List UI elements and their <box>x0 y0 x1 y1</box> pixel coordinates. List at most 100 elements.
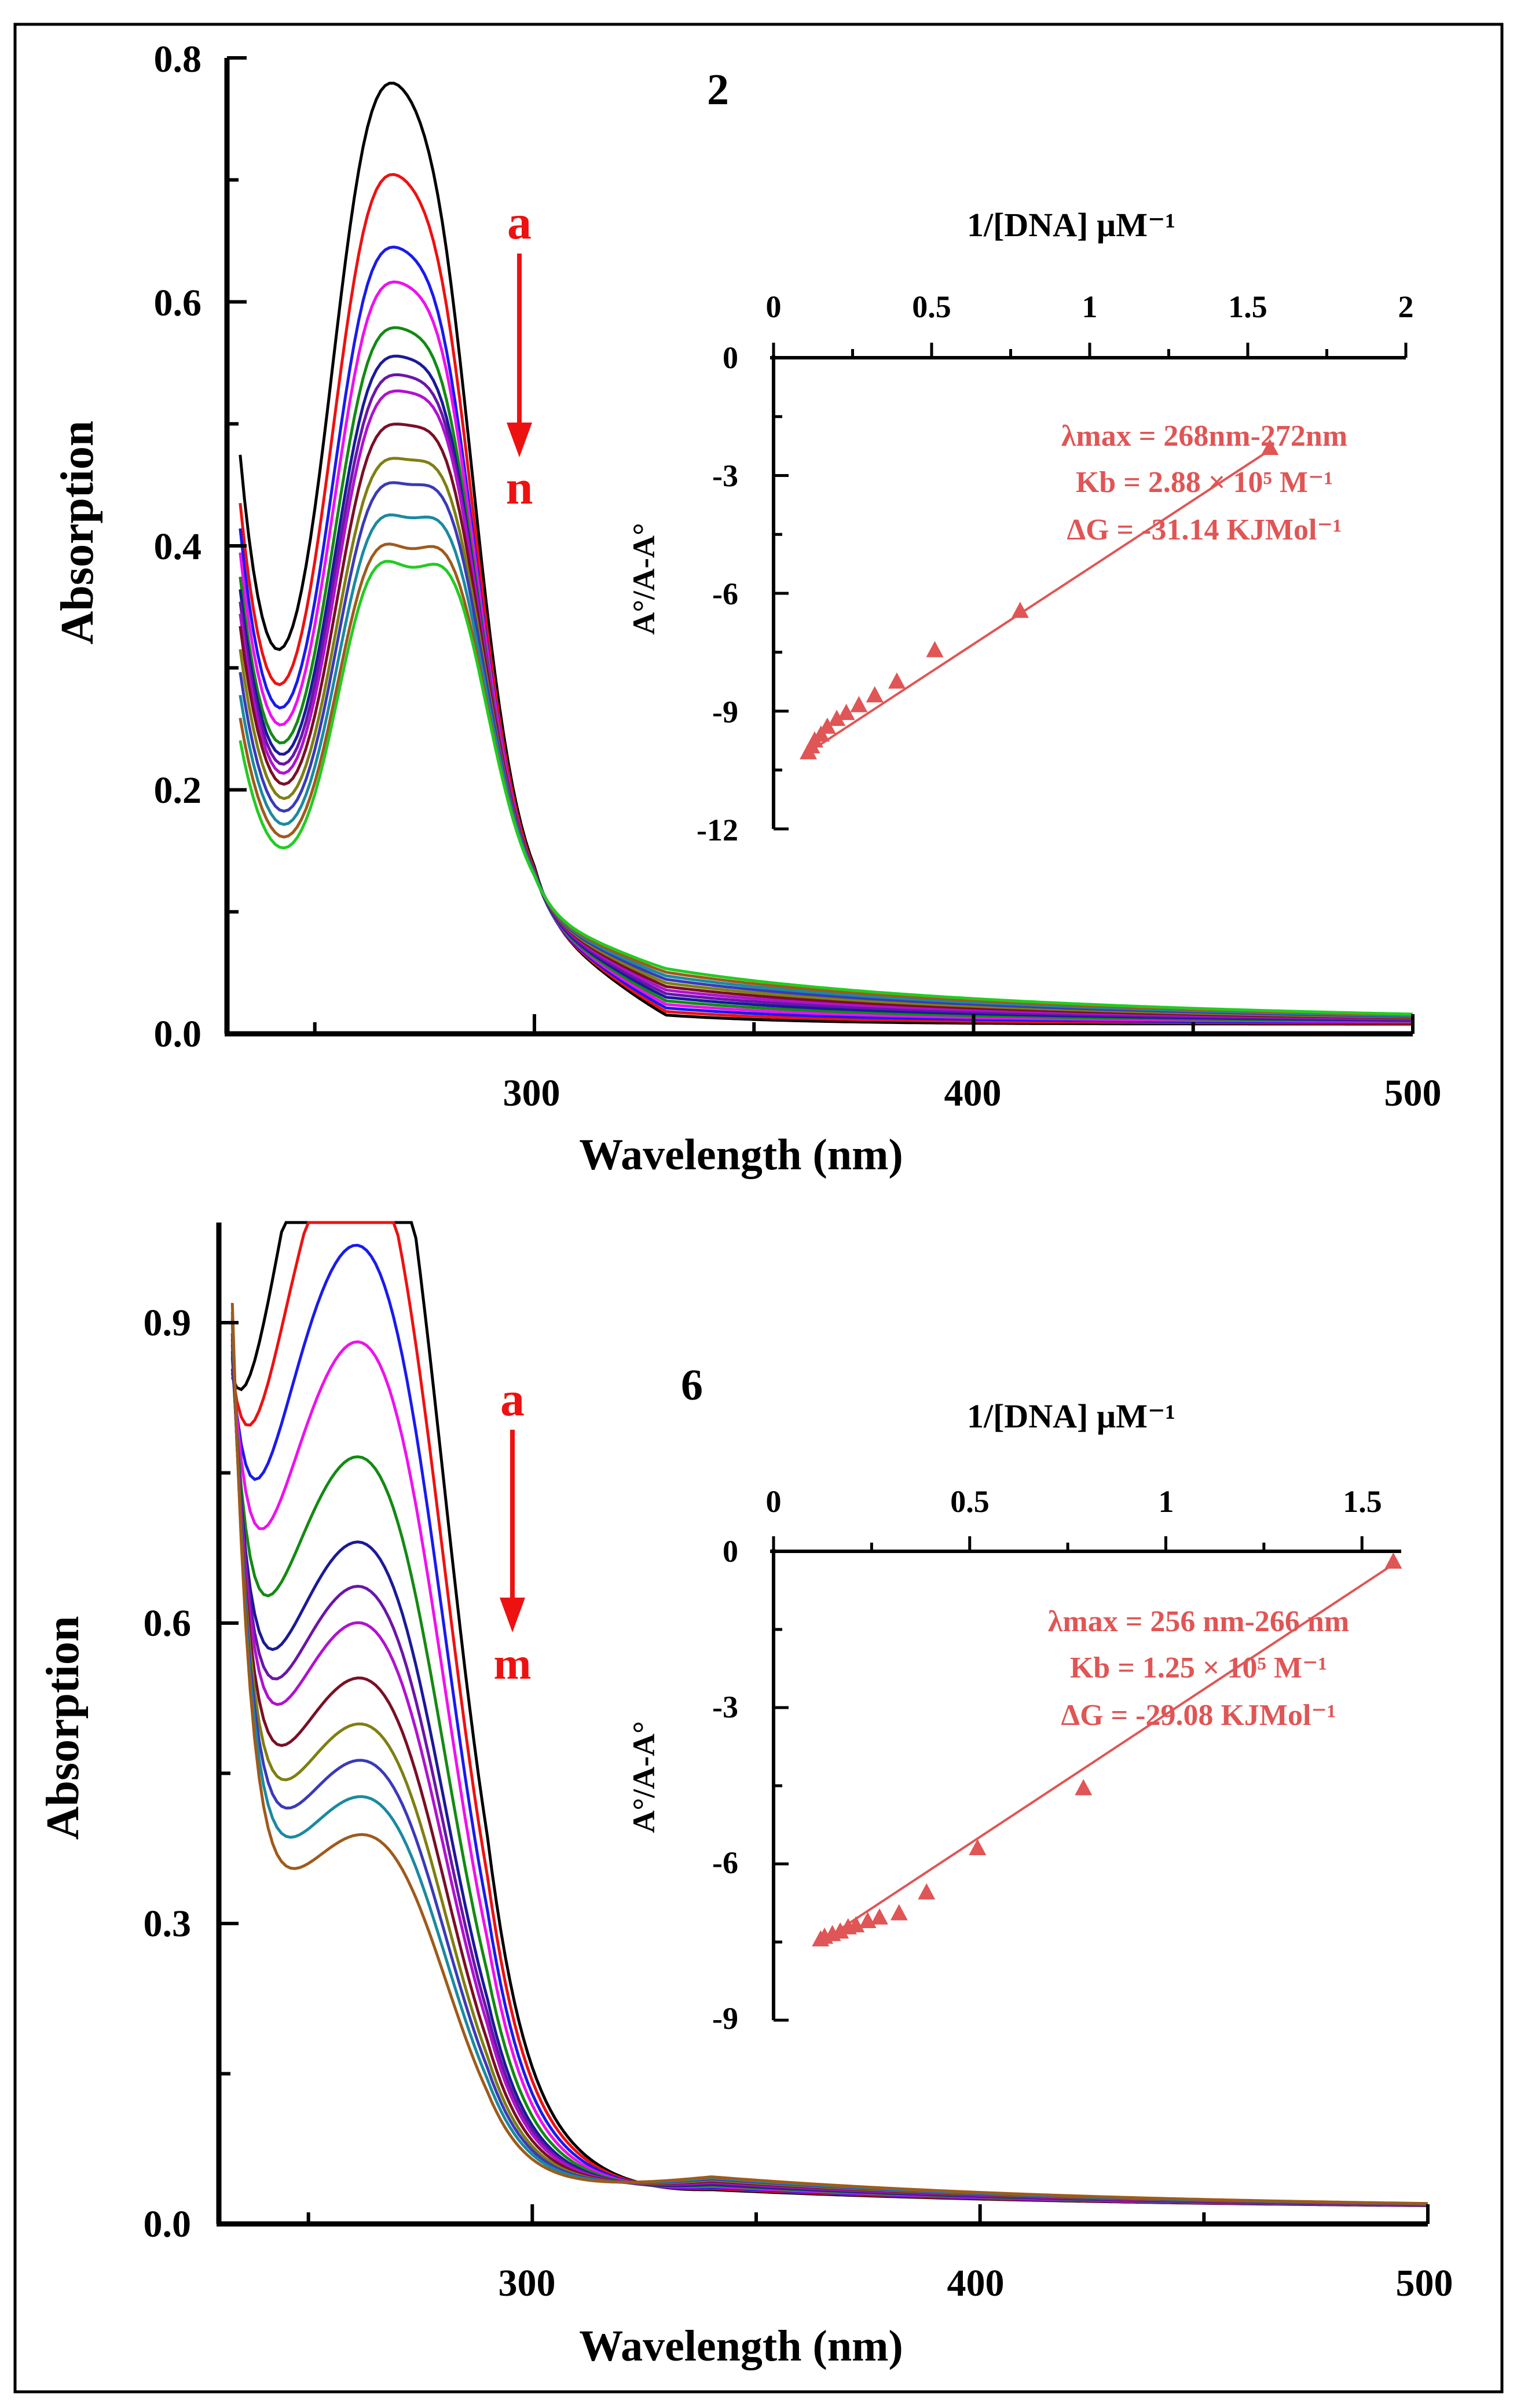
p2-panel-label: 6 <box>681 1361 703 1409</box>
p1-y-tick-labels: 0.0 0.2 0.4 0.6 0.8 <box>154 38 202 1055</box>
p2-x-tick-labels: 300 400 500 <box>499 2262 1453 2304</box>
p1-y-axis-title: Absorption <box>52 421 103 645</box>
p2-inset-fit-line <box>820 1563 1394 1943</box>
p2-y-ticks <box>219 1321 239 2226</box>
p2-inset-point <box>831 1922 849 1939</box>
p2-inset-point <box>969 1839 987 1855</box>
p1-inset-x-tick-label: 1.5 <box>1228 289 1267 324</box>
p2-inset-x-tick-label: 0.5 <box>950 1484 990 1519</box>
p2-inset-y-tick-labels: 0 -3 -6 -9 <box>712 1534 738 2036</box>
p1-spectra-curves <box>239 82 1413 1026</box>
p1-arrow-end-label: n <box>506 461 533 515</box>
p2-arrow-annotation: a m <box>494 1372 532 1688</box>
p1-inset-y-tick-label: -3 <box>712 458 738 493</box>
p1-inset-point <box>850 696 868 713</box>
p1-inset-x-tick-label: 0.5 <box>912 289 951 324</box>
p2-inset-y-tick-label: -6 <box>712 1845 738 1880</box>
p2-inset-y-ticks <box>774 1550 789 2022</box>
p1-inset-point <box>1261 439 1279 456</box>
p1-x-tick-labels: 300 400 500 <box>503 1072 1442 1114</box>
p1-y-tick-label: 0.2 <box>154 769 202 812</box>
p2-arrow-start-label: a <box>500 1372 525 1426</box>
p1-inset-y-tick-labels: 0 -3 -6 -9 -12 <box>697 340 738 847</box>
p1-inset-point <box>828 710 846 726</box>
p2-inset-y-tick-label: -9 <box>712 2001 738 2036</box>
p2-inset-point <box>847 1916 865 1933</box>
p2-inset-y-tick-label: 0 <box>723 1534 738 1569</box>
p1-inset: 0 0.5 1 1.5 2 0 -3 -6 -9 -12 1/[DNA] µM⁻… <box>626 206 1414 847</box>
p1-inset-x-tick-label: 2 <box>1398 289 1414 324</box>
p1-y-tick-label: 0.0 <box>154 1013 202 1055</box>
panel-2: 300 400 500 0.0 0.3 0.6 0.9 Wavelength (… <box>38 1221 1453 2370</box>
p2-y-tick-label: 0.9 <box>144 1302 192 1344</box>
p1-inset-y-tick-label: -12 <box>697 813 738 847</box>
p1-y-tick-label: 0.4 <box>154 526 202 568</box>
p1-inset-annotations: λmax = 268nm-272nm Kb = 2.88 × 10⁵ M⁻¹ Δ… <box>1061 420 1347 546</box>
p1-kb-value: Kb = 2.88 × 10⁵ M⁻¹ <box>1076 466 1333 499</box>
p1-inset-point <box>926 641 944 658</box>
p2-inset-x-ticks <box>772 1536 1364 1551</box>
p2-inset-point <box>870 1908 888 1925</box>
p2-inset-x-tick-label: 1.5 <box>1343 1484 1382 1519</box>
p2-y-tick-labels: 0.0 0.3 0.6 0.9 <box>144 1302 192 2245</box>
p2-arrow-end-label: m <box>494 1638 532 1688</box>
p2-kb-value: Kb = 1.25 × 10⁵ M⁻¹ <box>1070 1651 1327 1684</box>
p2-delta-g: ΔG = -29.08 KJMol⁻¹ <box>1061 1699 1336 1732</box>
p2-inset: 0 0.5 1 1.5 0 -3 -6 -9 1/[DNA] µM⁻¹ A°/A… <box>626 1397 1402 2036</box>
p2-inset-points <box>812 1552 1402 1947</box>
p2-x-axis-title: Wavelength (nm) <box>579 2322 903 2370</box>
p1-inset-regression-line <box>807 449 1271 754</box>
p2-x-tick-label: 500 <box>1396 2262 1453 2304</box>
p2-inset-point <box>1384 1552 1402 1569</box>
p2-inset-point <box>1075 1779 1093 1796</box>
p1-arrow-start-label: a <box>507 196 532 249</box>
p1-inset-point <box>1011 601 1029 618</box>
p2-inset-annotations: λmax = 256 nm-266 nm Kb = 1.25 × 10⁵ M⁻¹… <box>1048 1605 1349 1732</box>
p1-inset-x-tick-label: 0 <box>766 289 782 324</box>
p1-x-tick-label: 300 <box>503 1072 560 1114</box>
p2-x-ticks <box>306 2204 1430 2224</box>
p1-y-tick-label: 0.8 <box>154 38 202 80</box>
p1-arrow-annotation: a n <box>506 196 533 515</box>
p1-x-tick-label: 500 <box>1384 1072 1442 1114</box>
p2-inset-y-tick-label: -3 <box>712 1690 738 1724</box>
p1-lambda-max: λmax = 268nm-272nm <box>1061 420 1347 453</box>
p2-x-tick-label: 300 <box>499 2262 556 2304</box>
p1-inset-fit-line <box>807 449 1271 754</box>
p2-inset-point <box>918 1883 936 1900</box>
p2-arrow-head <box>500 1598 525 1632</box>
p2-y-tick-label: 0.6 <box>144 1602 192 1645</box>
p1-x-tick-label: 400 <box>944 1072 1002 1114</box>
figure-border <box>13 23 1504 2394</box>
p1-delta-g: ΔG = -31.14 KJMol⁻¹ <box>1067 513 1342 546</box>
p1-inset-y-axis-title: A°/A-A° <box>626 523 661 634</box>
p1-y-ticks <box>227 56 247 1036</box>
p1-x-ticks <box>313 1014 1415 1034</box>
p1-inset-y-tick-label: -6 <box>712 577 738 611</box>
p2-inset-regression-line <box>820 1563 1394 1943</box>
p2-spectra-curves <box>230 1221 1428 2207</box>
p1-arrow-head <box>507 423 532 457</box>
p2-inset-x-axis-title: 1/[DNA] µM⁻¹ <box>967 1397 1175 1435</box>
p1-inset-x-tick-label: 1 <box>1082 289 1098 324</box>
p1-inset-x-ticks <box>772 343 1408 358</box>
p1-inset-y-tick-label: 0 <box>723 340 738 375</box>
p1-inset-point <box>837 703 855 720</box>
p2-y-tick-label: 0.3 <box>144 1903 192 1945</box>
panel-1: 300 400 500 0.0 0.2 0.4 0.6 0.8 Waveleng… <box>52 38 1442 1179</box>
p2-inset-x-tick-labels: 0 0.5 1 1.5 <box>766 1484 1382 1519</box>
p1-inset-points <box>800 439 1279 759</box>
p1-panel-label: 2 <box>707 65 729 114</box>
p1-inset-point <box>818 717 836 734</box>
p2-y-tick-label: 0.0 <box>144 2203 192 2245</box>
p2-inset-y-axis-title: A°/A-A° <box>626 1721 661 1833</box>
p2-spectrum-m <box>230 1302 1428 2205</box>
p1-inset-y-tick-label: -9 <box>712 695 738 729</box>
p1-inset-x-tick-labels: 0 0.5 1 1.5 2 <box>766 289 1414 324</box>
p2-y-axis-title: Absorption <box>38 1616 89 1840</box>
p1-inset-y-ticks <box>774 356 789 831</box>
p1-spectrum-n <box>239 560 1413 1016</box>
p1-y-tick-label: 0.6 <box>154 282 202 324</box>
p1-x-axis-title: Wavelength (nm) <box>579 1130 903 1179</box>
